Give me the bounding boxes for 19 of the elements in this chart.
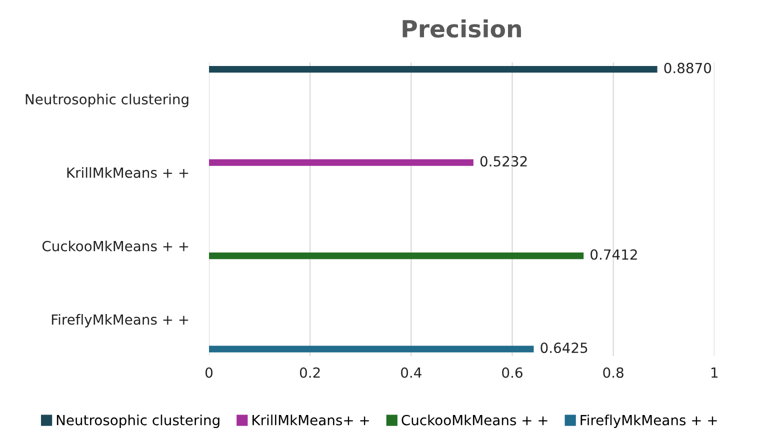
chart-title: Precision — [402, 19, 521, 38]
x-tick-label: 0.4 — [401, 367, 422, 378]
data-label: 0.6425 — [540, 342, 588, 354]
legend-label: Neutrosophic clustering — [56, 414, 220, 428]
data-label: 0.8870 — [664, 62, 712, 74]
y-tick-label: FireflyMkMeans + + — [52, 314, 188, 328]
legend-label: CuckooMkMeans + + — [402, 414, 548, 426]
y-tick-label: Neutrosophic clustering — [26, 94, 188, 108]
legend-label: KrillMkMeans+ + — [252, 414, 369, 426]
x-tick-label: 0.6 — [502, 367, 522, 378]
data-label: 0.5232 — [480, 156, 527, 167]
data-label: 0.7412 — [590, 249, 637, 260]
legend-label: FireflyMkMeans + + — [580, 414, 717, 428]
x-tick-label: 0.2 — [300, 367, 320, 378]
y-tick-label: CuckooMkMeans + + — [42, 240, 188, 252]
x-tick-label: 0 — [205, 367, 212, 378]
x-tick-label: 0.8 — [603, 367, 624, 378]
y-tick-label: KrillMkMeans + + — [67, 167, 188, 178]
x-tick-label: 1 — [712, 368, 718, 378]
